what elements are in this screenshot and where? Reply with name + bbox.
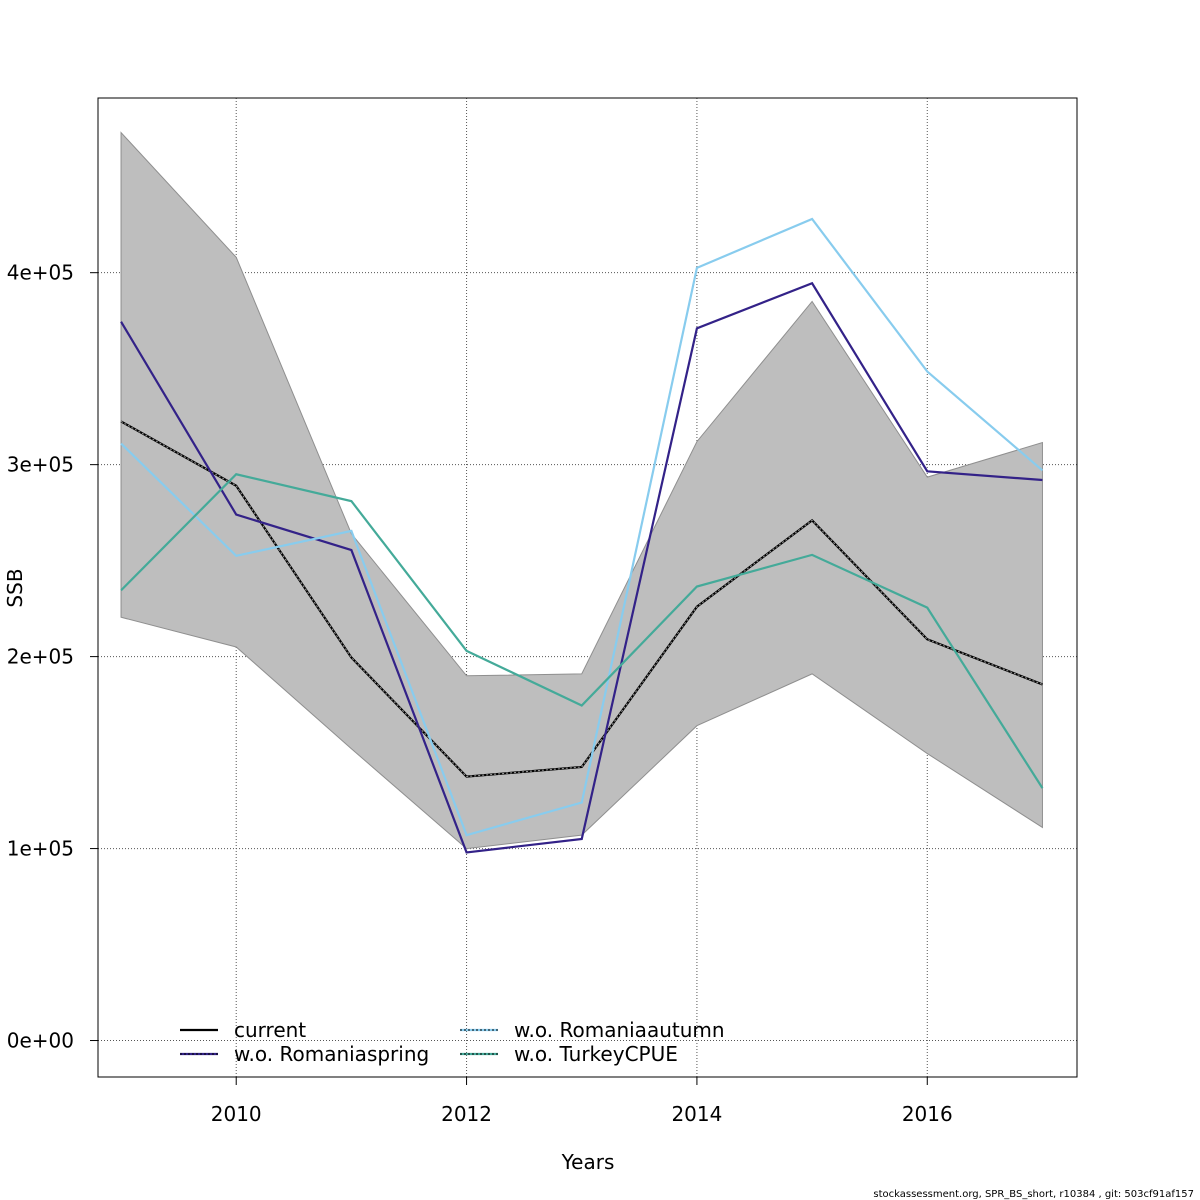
y-tick-label: 2e+05 bbox=[7, 645, 74, 669]
y-tick-label: 1e+05 bbox=[7, 837, 74, 861]
series-line-1 bbox=[120, 281, 1043, 854]
footer-text: stockassessment.org, SPR_BS_short, r1038… bbox=[873, 1189, 1194, 1200]
x-tick-label: 2014 bbox=[671, 1102, 722, 1126]
x-tick-label: 2010 bbox=[211, 1102, 262, 1126]
confidence-band bbox=[120, 131, 1043, 850]
y-tick-label: 4e+05 bbox=[7, 261, 74, 285]
y-axis-title: SSB bbox=[3, 568, 27, 607]
x-tick-label: 2012 bbox=[441, 1102, 492, 1126]
series-line-3 bbox=[120, 473, 1044, 789]
x-axis-title: Years bbox=[561, 1150, 615, 1174]
legend-label: w.o. Romaniaautumn bbox=[514, 1018, 725, 1042]
y-tick-label: 3e+05 bbox=[7, 453, 74, 477]
x-tick-label: 2016 bbox=[902, 1102, 953, 1126]
plot-frame bbox=[97, 97, 1078, 1078]
legend-label: w.o. TurkeyCPUE bbox=[514, 1042, 678, 1066]
series-layer bbox=[120, 217, 1044, 854]
series-line-0-dotted bbox=[120, 421, 1043, 778]
y-tick-label: 0e+00 bbox=[7, 1029, 74, 1053]
legend-label: current bbox=[234, 1018, 306, 1042]
axes: 2010 2012 2014 2016 0e+00 1e+05 2e+05 3e+05 4e+0… bbox=[7, 261, 953, 1126]
confidence-band-layer bbox=[120, 131, 1043, 850]
series-line-2 bbox=[120, 217, 1044, 837]
legend-label: w.o. Romaniaspring bbox=[234, 1042, 429, 1066]
